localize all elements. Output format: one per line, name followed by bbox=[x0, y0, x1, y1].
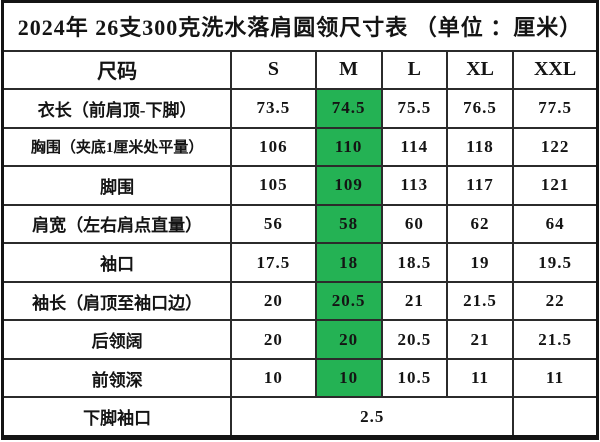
value-cell: 121 bbox=[512, 165, 599, 206]
value-cell: 19.5 bbox=[512, 242, 599, 283]
row-label: 袖长（肩顶至袖口边） bbox=[1, 280, 233, 322]
value-cell: 10 bbox=[230, 357, 317, 399]
table-row-shoulder: 肩宽（左右肩点直量） 56 58 60 62 64 bbox=[1, 203, 599, 245]
value-cell: 60 bbox=[380, 203, 448, 245]
value-cell: 114 bbox=[380, 126, 448, 168]
value-cell: 10.5 bbox=[380, 357, 448, 399]
value-cell: 21.5 bbox=[512, 319, 599, 360]
value-cell: 20.5 bbox=[380, 319, 448, 360]
value-cell: 76.5 bbox=[445, 88, 515, 129]
table-row-cuff: 袖口 17.5 18 18.5 19 19.5 bbox=[1, 242, 599, 283]
column-header-s: S bbox=[230, 49, 317, 91]
title-row: 2024年 26支300克洗水落肩圆领尺寸表 （单位 ：厘米） bbox=[1, 0, 599, 52]
value-cell: 19 bbox=[445, 242, 515, 283]
value-cell: 17.5 bbox=[230, 242, 317, 283]
column-header-xl: XL bbox=[445, 49, 515, 91]
row-label: 肩宽（左右肩点直量） bbox=[1, 203, 233, 245]
table-row-hem: 脚围 105 109 113 117 121 bbox=[1, 165, 599, 206]
value-cell-highlight: 20.5 bbox=[314, 280, 383, 322]
value-cell-highlight: 20 bbox=[314, 319, 383, 360]
value-cell: 105 bbox=[230, 165, 317, 206]
value-cell: 21.5 bbox=[445, 280, 515, 322]
row-label: 衣长（前肩顶-下脚） bbox=[1, 88, 233, 129]
table-row-sleeve-length: 袖长（肩顶至袖口边） 20 20.5 21 21.5 22 bbox=[1, 280, 599, 322]
row-label: 下脚袖口 bbox=[1, 396, 233, 439]
value-cell: 56 bbox=[230, 203, 317, 245]
value-cell: 20 bbox=[230, 280, 317, 322]
value-cell: 62 bbox=[445, 203, 515, 245]
value-cell-highlight: 10 bbox=[314, 357, 383, 399]
row-label: 脚围 bbox=[1, 165, 233, 206]
column-header-l: L bbox=[380, 49, 448, 91]
table-row-front-neck-depth: 前领深 10 10 10.5 11 11 bbox=[1, 357, 599, 399]
value-cell-highlight: 109 bbox=[314, 165, 383, 206]
table-row-garment-length: 衣长（前肩顶-下脚） 73.5 74.5 75.5 76.5 77.5 bbox=[1, 88, 599, 129]
row-label: 袖口 bbox=[1, 242, 233, 283]
value-cell-highlight: 110 bbox=[314, 126, 383, 168]
table-row-back-neck-width: 后领阔 20 20 20.5 21 21.5 bbox=[1, 319, 599, 360]
page-title: 2024年 26支300克洗水落肩圆领尺寸表 （单位 ：厘米） bbox=[1, 0, 599, 52]
empty-cell bbox=[512, 396, 599, 439]
row-label: 后领阔 bbox=[1, 319, 233, 360]
size-column-header: 尺码 bbox=[1, 49, 233, 91]
value-cell: 117 bbox=[445, 165, 515, 206]
value-cell-highlight: 58 bbox=[314, 203, 383, 245]
value-cell: 118 bbox=[445, 126, 515, 168]
value-cell: 18.5 bbox=[380, 242, 448, 283]
value-cell: 122 bbox=[512, 126, 599, 168]
value-cell: 77.5 bbox=[512, 88, 599, 129]
value-cell: 75.5 bbox=[380, 88, 448, 129]
value-cell: 22 bbox=[512, 280, 599, 322]
value-cell-highlight: 74.5 bbox=[314, 88, 383, 129]
row-label: 前领深 bbox=[1, 357, 233, 399]
value-cell: 11 bbox=[445, 357, 515, 399]
row-label: 胸围（夹底1厘米处平量） bbox=[1, 126, 233, 168]
value-cell: 21 bbox=[445, 319, 515, 360]
value-cell: 113 bbox=[380, 165, 448, 206]
value-cell: 73.5 bbox=[230, 88, 317, 129]
value-cell-highlight: 18 bbox=[314, 242, 383, 283]
value-cell: 20 bbox=[230, 319, 317, 360]
column-header-m: M bbox=[314, 49, 383, 91]
value-cell: 64 bbox=[512, 203, 599, 245]
header-row: 尺码 S M L XL XXL bbox=[1, 49, 599, 91]
value-cell: 21 bbox=[380, 280, 448, 322]
column-header-xxl: XXL bbox=[512, 49, 599, 91]
merged-value-cell: 2.5 bbox=[230, 396, 515, 439]
table-row-bottom-hem-cuff: 下脚袖口 2.5 bbox=[1, 396, 599, 439]
table-row-chest: 胸围（夹底1厘米处平量） 106 110 114 118 122 bbox=[1, 126, 599, 168]
value-cell: 106 bbox=[230, 126, 317, 168]
value-cell: 11 bbox=[512, 357, 599, 399]
